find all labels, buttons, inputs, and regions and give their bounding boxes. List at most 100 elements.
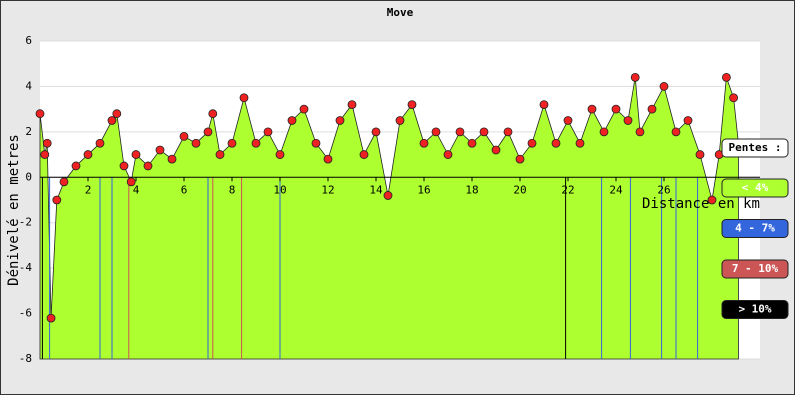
point bbox=[729, 93, 738, 103]
point bbox=[419, 138, 429, 148]
point bbox=[215, 150, 225, 159]
point bbox=[52, 195, 62, 205]
point bbox=[515, 154, 525, 164]
y-tick-label: 6 bbox=[25, 34, 32, 47]
point bbox=[623, 116, 633, 125]
point bbox=[647, 104, 657, 114]
y-axis-label: Dénivelé en metres bbox=[6, 134, 22, 286]
point bbox=[40, 150, 50, 159]
x-tick-label: 6 bbox=[181, 183, 188, 196]
point bbox=[707, 195, 717, 205]
x-tick-label: 12 bbox=[321, 183, 334, 196]
x-tick-label: 26 bbox=[657, 183, 670, 196]
point bbox=[191, 138, 201, 148]
point bbox=[503, 127, 513, 137]
point bbox=[443, 150, 453, 159]
x-tick-label: 2 bbox=[85, 183, 92, 196]
point bbox=[630, 72, 640, 82]
point bbox=[563, 116, 573, 125]
legend-box bbox=[721, 219, 789, 238]
point bbox=[59, 177, 69, 187]
y-tick-label: -4 bbox=[19, 261, 33, 274]
point bbox=[126, 177, 136, 187]
point bbox=[42, 138, 52, 148]
x-tick-label: 20 bbox=[513, 183, 526, 196]
legend-label: Pentes : bbox=[729, 141, 782, 154]
point bbox=[722, 72, 731, 82]
legend-label: 7 - 10% bbox=[732, 262, 779, 275]
point bbox=[143, 161, 153, 171]
point bbox=[311, 138, 321, 148]
y-tick-label: -2 bbox=[19, 216, 32, 229]
point bbox=[575, 138, 585, 148]
x-tick-label: 16 bbox=[417, 183, 430, 196]
legend-box bbox=[721, 300, 789, 319]
point bbox=[179, 131, 189, 141]
point bbox=[131, 150, 141, 159]
x-tick-label: 10 bbox=[273, 183, 286, 196]
point bbox=[407, 100, 417, 109]
point bbox=[239, 93, 249, 103]
point bbox=[287, 116, 297, 125]
point bbox=[491, 145, 501, 155]
point bbox=[611, 104, 621, 114]
legend-label: < 4% bbox=[742, 181, 769, 194]
point bbox=[155, 145, 165, 155]
point bbox=[83, 150, 93, 159]
point bbox=[167, 154, 177, 164]
point bbox=[275, 150, 285, 159]
x-tick-label: 22 bbox=[561, 183, 574, 196]
point bbox=[479, 127, 489, 137]
point bbox=[107, 116, 117, 125]
point bbox=[251, 138, 261, 148]
point bbox=[671, 127, 681, 137]
point bbox=[467, 138, 477, 148]
legend-box bbox=[721, 259, 789, 279]
point bbox=[119, 161, 129, 171]
point bbox=[695, 150, 705, 159]
point bbox=[335, 116, 345, 125]
legend-label: 4 - 7% bbox=[735, 222, 775, 235]
x-tick-label: 4 bbox=[133, 183, 140, 196]
legend-box bbox=[721, 178, 789, 198]
point bbox=[551, 138, 561, 148]
x-tick-label: 18 bbox=[465, 183, 478, 196]
point bbox=[395, 116, 405, 125]
point bbox=[659, 82, 669, 91]
point bbox=[539, 100, 549, 109]
point bbox=[71, 161, 81, 171]
point bbox=[599, 127, 609, 137]
point bbox=[323, 154, 333, 164]
point bbox=[455, 127, 465, 137]
point bbox=[95, 138, 105, 148]
legend-box bbox=[721, 138, 789, 158]
point bbox=[587, 104, 597, 114]
x-tick-label: 14 bbox=[369, 183, 383, 196]
point bbox=[383, 191, 393, 200]
point bbox=[299, 104, 309, 114]
x-tick-label: 24 bbox=[609, 183, 623, 196]
point bbox=[203, 127, 213, 137]
point bbox=[46, 313, 56, 323]
chart-title: Move bbox=[387, 6, 414, 19]
point bbox=[371, 127, 381, 137]
y-tick-label: 2 bbox=[25, 125, 32, 138]
point bbox=[263, 127, 273, 137]
legend-label: > 10% bbox=[738, 303, 771, 316]
point bbox=[683, 116, 693, 125]
y-tick-label: 0 bbox=[25, 170, 32, 183]
y-tick-label: -6 bbox=[19, 307, 32, 320]
point bbox=[208, 109, 218, 119]
y-tick-label: 4 bbox=[25, 79, 32, 92]
y-tick-label: -8 bbox=[19, 352, 32, 365]
point bbox=[527, 138, 537, 148]
point bbox=[347, 100, 357, 109]
point bbox=[635, 127, 645, 137]
point bbox=[359, 150, 369, 159]
point bbox=[35, 109, 45, 119]
x-tick-label: 8 bbox=[229, 183, 236, 196]
x-axis-label: Distance en km bbox=[642, 196, 760, 212]
point bbox=[227, 138, 237, 148]
point bbox=[112, 109, 122, 119]
